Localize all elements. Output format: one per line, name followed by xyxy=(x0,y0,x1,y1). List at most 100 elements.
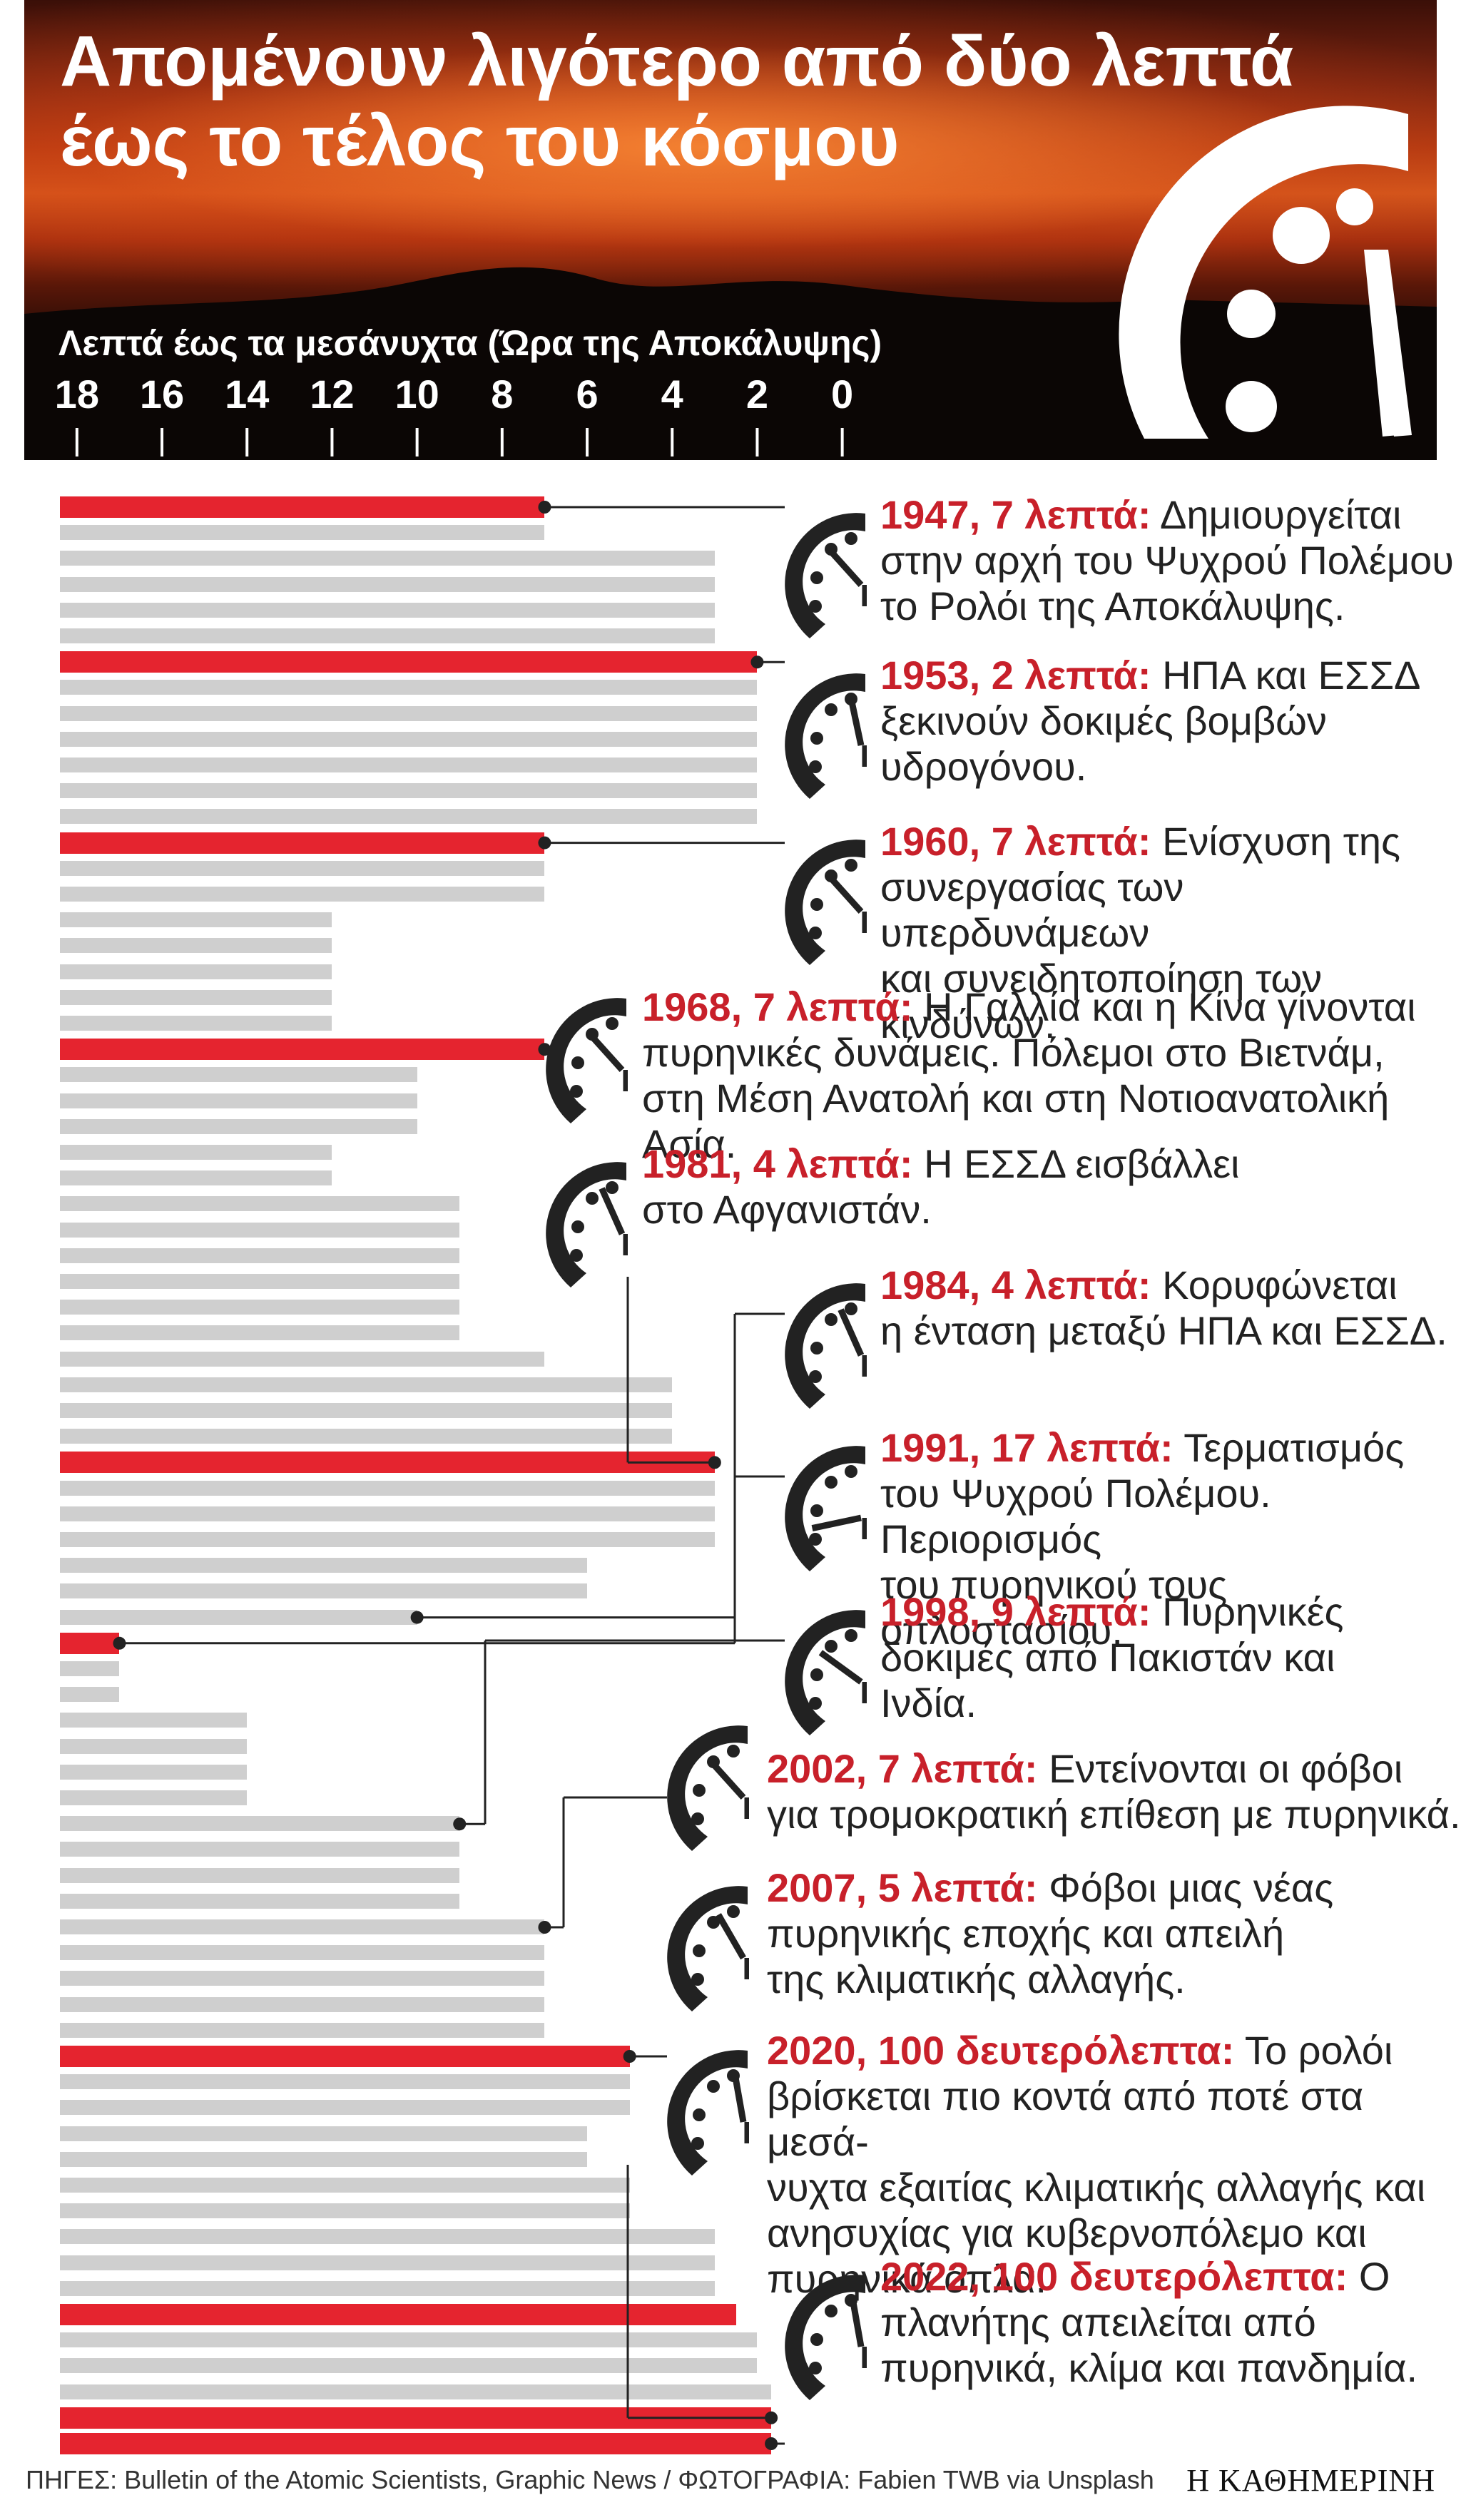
header-banner: Απομένουν λιγότερο από δύο λεπτά έως το … xyxy=(24,0,1437,460)
event-text-line: Η Γαλλία και η Κίνα γίνονται xyxy=(912,984,1416,1029)
event-text-line: του Ψυχρού Πολέμου. Περιορισμός xyxy=(880,1471,1271,1561)
bar xyxy=(60,1145,332,1160)
bar xyxy=(60,1300,460,1315)
bar xyxy=(60,1170,332,1186)
event-text-line: Ινδία. xyxy=(880,1680,977,1725)
bar xyxy=(60,680,758,695)
bar xyxy=(60,1196,460,1212)
bar xyxy=(60,1248,460,1263)
bar xyxy=(60,2384,772,2399)
event-title: 2020, 100 δευτερόλεπτα: xyxy=(767,2028,1235,2073)
bar xyxy=(60,1996,545,2012)
event-title: 2022, 100 δευτερόλεπτα: xyxy=(880,2254,1348,2299)
bar-highlight xyxy=(60,496,545,518)
clock-icon xyxy=(667,1725,749,1851)
event-2022: 2022, 100 δευτερόλεπτα: Ο πλανήτης απειλ… xyxy=(880,2254,1461,2391)
page-title-line2: έως το τέλος του κόσμου xyxy=(60,101,900,181)
event-text-line: πυρηνικής εποχής και απειλή xyxy=(767,1911,1285,1956)
event-text-line: για τρομοκρατική επίθεση με πυρηνικά. xyxy=(767,1792,1461,1837)
event-text-line: στη Μέση Ανατολή και στη Νοτιοανατολική … xyxy=(642,1076,1390,1166)
event-text-line: πυρηνικές δυνάμεις. Πόλεμοι στο Βιετνάμ, xyxy=(642,1030,1385,1075)
bar xyxy=(60,1016,332,1031)
event-title: 1998, 9 λεπτά: xyxy=(880,1589,1151,1634)
bar-highlight xyxy=(60,1039,545,1061)
event-text-line: Τερματισμός xyxy=(1173,1425,1405,1470)
axis-tick-label: 14 xyxy=(225,372,270,417)
event-text-line: Δημιουργείται xyxy=(1151,492,1402,537)
bar xyxy=(60,1274,460,1289)
hill-silhouette xyxy=(24,267,1437,460)
bar xyxy=(60,1403,673,1418)
bar xyxy=(60,2100,630,2116)
bar xyxy=(60,2280,715,2296)
clock-icon xyxy=(785,673,867,799)
event-text-line: Ο πλανήτης απειλείται από xyxy=(880,2254,1390,2345)
event-text-line: Το ρολόι xyxy=(1234,2028,1393,2073)
event-text-line: Πυρηνικές xyxy=(1151,1589,1344,1634)
bar xyxy=(60,1609,417,1625)
bar xyxy=(60,1816,460,1832)
bar xyxy=(60,2203,630,2219)
axis-tick-label: 2 xyxy=(745,372,769,417)
bar xyxy=(60,2332,758,2348)
clock-icon xyxy=(785,2275,867,2400)
axis-tick-label: 10 xyxy=(394,372,439,417)
event-text-line: η ένταση μεταξύ ΗΠΑ και ΕΣΣΔ. xyxy=(880,1308,1447,1353)
event-text-line: δοκιμές από Πακιστάν και xyxy=(880,1635,1335,1680)
bar xyxy=(60,1429,673,1444)
axis-tick-label: 0 xyxy=(831,372,854,417)
axis-tick-label: 16 xyxy=(139,372,185,417)
bar xyxy=(60,2358,758,2374)
bar xyxy=(60,2229,715,2245)
bar xyxy=(60,1325,460,1341)
header-graphics xyxy=(24,106,1437,460)
event-title: 1991, 17 λεπτά: xyxy=(880,1425,1174,1470)
clock-icon xyxy=(785,1610,867,1735)
event-1953: 1953, 2 λεπτά: ΗΠΑ και ΕΣΣΔ ξεκινούν δοκι… xyxy=(880,653,1420,790)
event-text-line: βρίσκεται πιο κοντά από ποτέ στα μεσά- xyxy=(767,2073,1364,2164)
event-text-line: συνεργασίας των υπερδυνάμεων xyxy=(880,864,1184,955)
event-1998: 1998, 9 λεπτά: Πυρηνικές δοκιμές από Πακι… xyxy=(880,1589,1344,1726)
bar xyxy=(60,964,332,979)
bar xyxy=(60,628,715,643)
axis-tick-marks xyxy=(75,428,844,456)
event-text-line: ΗΠΑ και ΕΣΣΔ xyxy=(1151,653,1421,698)
event-text-line: στην αρχή του Ψυχρού Πολέμου xyxy=(880,538,1454,583)
axis-tick-label: 4 xyxy=(661,372,683,417)
event-title: 1984, 4 λεπτά: xyxy=(880,1262,1151,1307)
axis-title: Λεπτά έως τα μεσάνυχτα (Ώρα της Αποκάλυψ… xyxy=(58,323,882,363)
clock-icon xyxy=(785,1283,867,1409)
bar xyxy=(60,1893,460,1909)
bar xyxy=(60,1558,588,1573)
event-title: 1953, 2 λεπτά: xyxy=(880,653,1151,698)
bar-highlight xyxy=(60,651,758,673)
bar xyxy=(60,1738,248,1754)
bar xyxy=(60,1480,715,1496)
bar xyxy=(60,1790,248,1805)
event-text-line: Κορυφώνεται xyxy=(1151,1262,1398,1307)
bar xyxy=(60,938,332,954)
bar xyxy=(60,1867,460,1883)
axis-tick-label: 8 xyxy=(491,372,514,417)
bar xyxy=(60,1919,545,1934)
bar xyxy=(60,1971,545,1986)
event-title: 1981, 4 λεπτά: xyxy=(642,1141,913,1186)
bar xyxy=(60,525,545,541)
bar xyxy=(60,1377,673,1392)
event-text-line: Η ΕΣΣΔ εισβάλλει xyxy=(912,1141,1240,1186)
bar xyxy=(60,1067,417,1083)
bar-highlight xyxy=(60,2304,736,2325)
bar xyxy=(60,1506,715,1521)
event-2007: 2007, 5 λεπτά: Φόβοι μιας νέας πυρηνικής … xyxy=(767,1865,1333,2002)
clock-icon xyxy=(785,1446,867,1571)
clock-icon xyxy=(785,840,867,965)
bar xyxy=(60,2022,545,2038)
bar xyxy=(60,757,758,772)
bar xyxy=(60,860,545,876)
bar xyxy=(60,1842,460,1857)
bar xyxy=(60,1764,248,1780)
event-title: 1947, 7 λεπτά: xyxy=(880,492,1151,537)
bar xyxy=(60,2126,588,2141)
bar xyxy=(60,551,715,566)
